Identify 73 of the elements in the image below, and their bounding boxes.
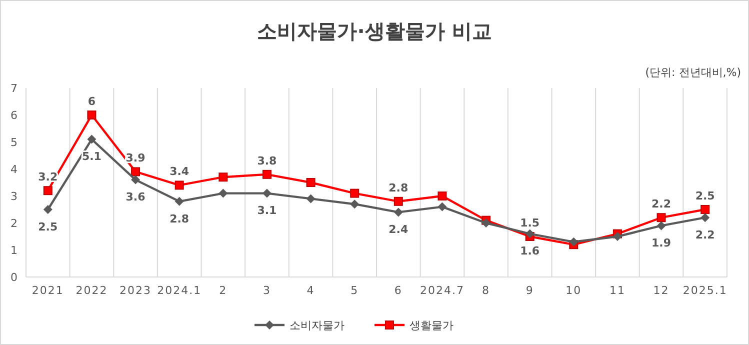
point — [612, 232, 622, 241]
y-tick-label: 1 — [10, 244, 18, 257]
point — [394, 208, 403, 217]
data-label: 5.1 — [82, 150, 102, 164]
point — [700, 213, 710, 222]
y-tick-label: 3 — [10, 190, 18, 203]
data-label: 3.6 — [126, 190, 146, 204]
point — [174, 196, 184, 206]
text: (단위: 전년대비,%) — [645, 66, 741, 79]
legend-label: 생활물가 — [410, 318, 454, 332]
chart-title: 소비자물가·생활물가 비교 — [257, 19, 492, 43]
point — [262, 170, 272, 179]
data-label: 3.9 — [126, 152, 146, 165]
point — [218, 188, 228, 198]
x-tick-label: 2023 — [120, 284, 152, 297]
x-tick-label: 10 — [566, 284, 582, 297]
point — [438, 192, 447, 200]
data-label: 2.5 — [38, 220, 58, 234]
point — [350, 188, 360, 198]
point — [218, 172, 228, 182]
x-tick-label: 2022 — [76, 284, 108, 297]
x-tick-label: 2024.1 — [157, 284, 202, 297]
data-label: 2.5 — [695, 190, 715, 202]
point — [482, 218, 491, 228]
y-tick-label: 0 — [10, 270, 18, 284]
point — [569, 237, 578, 246]
x-tick-label: 5 — [350, 284, 359, 297]
point — [394, 196, 403, 206]
point — [87, 110, 96, 120]
data-label: 2.4 — [388, 223, 408, 236]
point — [306, 178, 316, 187]
point — [525, 229, 534, 238]
point — [350, 200, 360, 209]
y-tick-label: 4 — [10, 162, 18, 176]
point — [656, 213, 666, 222]
point — [174, 180, 184, 190]
point — [656, 221, 666, 230]
point — [87, 134, 96, 144]
data-label: 2.8 — [388, 181, 408, 194]
point — [438, 202, 447, 212]
x-tick-label: 2025.1 — [682, 284, 728, 297]
point — [43, 205, 52, 214]
data-label: 3.1 — [257, 204, 277, 218]
point — [43, 186, 52, 196]
data-label: 3.8 — [257, 154, 277, 168]
point — [131, 175, 140, 184]
x-tick-label: 3 — [262, 284, 271, 297]
data-label: 2.2 — [695, 228, 715, 242]
y-tick-label: 7 — [10, 82, 18, 95]
data-label: 2.2 — [652, 198, 672, 211]
x-tick-label: 2021 — [32, 284, 64, 297]
x-tick-label: 6 — [394, 284, 402, 297]
data-label: 1.6 — [520, 244, 540, 258]
point — [306, 194, 316, 204]
data-label: 1.9 — [652, 236, 672, 250]
x-tick-label: 4 — [306, 284, 315, 297]
data-label: 6 — [88, 95, 96, 108]
legend-label: 소비자물가 — [290, 318, 344, 332]
x-tick-label: 11 — [609, 284, 626, 297]
data-label: 2.8 — [170, 212, 190, 226]
x-tick-label: 9 — [526, 284, 534, 297]
data-label: 3.4 — [170, 165, 190, 178]
point — [131, 167, 140, 176]
data-label: 1.5 — [520, 216, 540, 230]
y-tick-label: 5 — [10, 136, 18, 149]
x-tick-label: 12 — [653, 284, 670, 297]
y-tick-label: 6 — [10, 108, 18, 122]
point — [262, 188, 272, 198]
y-tick-label: 2 — [10, 216, 18, 230]
x-tick-label: 2 — [219, 284, 228, 297]
point — [700, 205, 710, 214]
x-tick-label: 2024.7 — [420, 284, 464, 297]
x-tick-label: 8 — [482, 284, 490, 297]
